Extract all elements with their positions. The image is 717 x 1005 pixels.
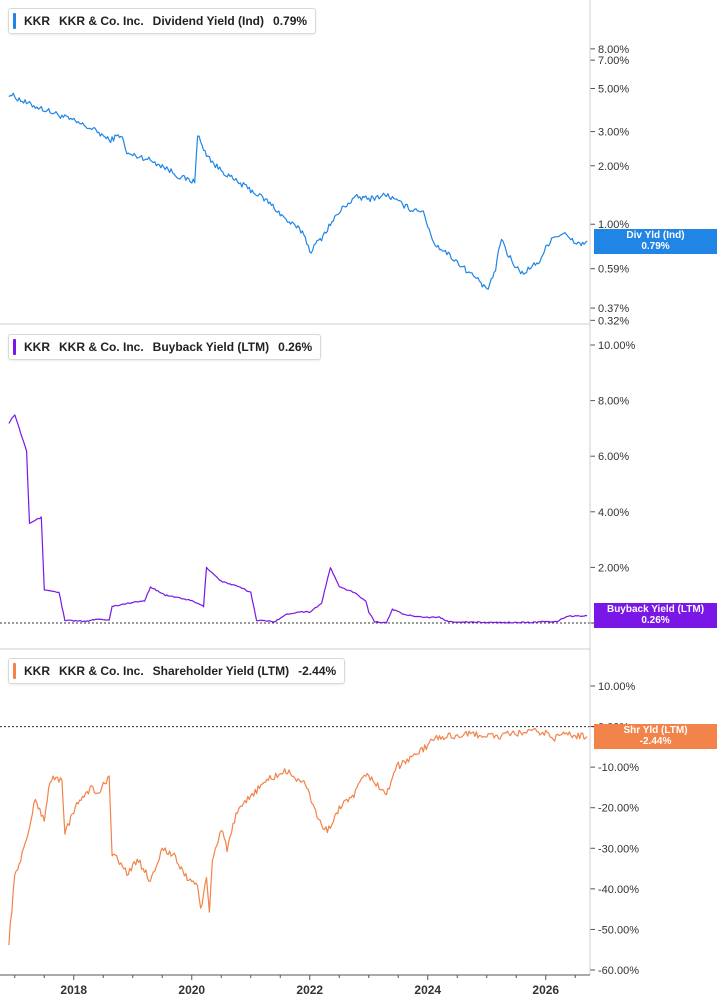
y-tick-label: 0.37% — [598, 303, 629, 315]
y-tick-label: 8.00% — [598, 396, 629, 408]
x-tick-label: 2018 — [60, 983, 87, 997]
legend-shareholder-yield: KKR KKR & Co. Inc. Shareholder Yield (LT… — [8, 658, 346, 684]
y-tick-label: 10.00% — [598, 681, 636, 693]
y-tick-label: 5.00% — [598, 83, 629, 95]
y-tick-label: -40.00% — [598, 884, 639, 896]
legend-value: 0.26% — [278, 340, 313, 354]
legend-company: KKR & Co. Inc. — [59, 14, 144, 28]
y-tick-label: -10.00% — [598, 762, 639, 774]
legend-value: -2.44% — [298, 664, 337, 678]
dividend-yield-value-tag: Div Yld (Ind) 0.79% — [594, 229, 717, 254]
tag-label: Buyback Yield (LTM) — [606, 604, 705, 615]
legend-company: KKR & Co. Inc. — [59, 340, 144, 354]
legend-metric: Shareholder Yield (LTM) — [152, 664, 290, 678]
series-line-0 — [8, 92, 588, 290]
shareholder-yield-value-tag: Shr Yld (LTM) -2.44% — [594, 724, 717, 749]
legend-buyback-yield: KKR KKR & Co. Inc. Buyback Yield (LTM) 0… — [8, 334, 322, 360]
y-tick-label: 10.00% — [598, 340, 636, 352]
y-tick-label: 7.00% — [598, 55, 629, 67]
legend-color-bar — [13, 663, 16, 679]
y-tick-label: -50.00% — [598, 924, 639, 936]
y-tick-label: 8.00% — [598, 44, 629, 56]
x-tick-label: 2022 — [296, 983, 323, 997]
tag-label: Div Yld (Ind) — [626, 230, 685, 241]
x-tick-label: 2026 — [532, 983, 559, 997]
legend-ticker: KKR — [24, 664, 50, 678]
legend-dividend-yield: KKR KKR & Co. Inc. Dividend Yield (Ind) … — [8, 8, 317, 34]
y-tick-label: 2.00% — [598, 562, 629, 574]
y-tick-label: -30.00% — [598, 843, 639, 855]
y-tick-label: 6.00% — [598, 451, 629, 463]
x-tick-label: 2020 — [178, 983, 205, 997]
legend-metric: Buyback Yield (LTM) — [152, 340, 270, 354]
legend-company: KKR & Co. Inc. — [59, 664, 144, 678]
legend-ticker: KKR — [24, 340, 50, 354]
legend-color-bar — [13, 339, 16, 355]
buyback-yield-value-tag: Buyback Yield (LTM) 0.26% — [594, 603, 717, 628]
y-tick-label: -20.00% — [598, 803, 639, 815]
y-tick-label: -60.00% — [598, 965, 639, 977]
tag-value: 0.26% — [641, 615, 670, 626]
tag-value: 0.79% — [641, 241, 670, 252]
y-tick-label: 3.00% — [598, 127, 629, 139]
legend-value: 0.79% — [273, 14, 308, 28]
y-tick-label: 2.00% — [598, 161, 629, 173]
tag-value: -2.44% — [639, 736, 672, 747]
x-tick-label: 2024 — [414, 983, 441, 997]
series-line-2 — [8, 728, 588, 946]
y-tick-label: 4.00% — [598, 507, 629, 519]
y-tick-label: 1.00% — [598, 219, 629, 231]
tag-label: Shr Yld (LTM) — [623, 725, 688, 736]
legend-metric: Dividend Yield (Ind) — [152, 14, 265, 28]
legend-color-bar — [13, 13, 16, 29]
legend-ticker: KKR — [24, 14, 50, 28]
y-tick-label: 0.59% — [598, 264, 629, 276]
series-line-1 — [8, 414, 588, 624]
y-tick-label: 0.32% — [598, 315, 629, 327]
